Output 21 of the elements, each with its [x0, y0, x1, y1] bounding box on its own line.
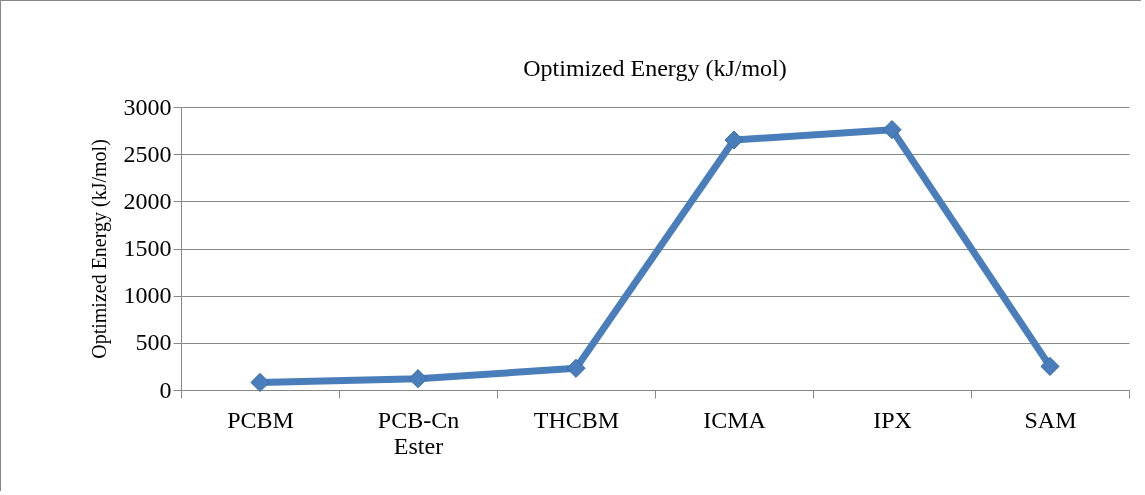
y-tick-label: 1000: [123, 282, 172, 309]
y-tick-label: 1500: [123, 235, 172, 261]
x-tick-label: PCB-Cn Ester: [377, 406, 460, 459]
x-tick-label: IPX: [873, 406, 912, 433]
x-tick-label: PCBM: [227, 406, 294, 433]
x-tick-label: SAM: [1024, 406, 1077, 433]
x-tick-label: THCBM: [533, 406, 620, 433]
y-tick-label: 0: [159, 376, 172, 403]
x-tick-label: ICMA: [703, 406, 767, 433]
y-tick-label: 3000: [123, 93, 172, 120]
y-axis-title: Optimized Energy (kJ/mol): [87, 139, 111, 359]
y-tick-label: 2500: [123, 140, 172, 167]
point: [250, 372, 270, 393]
point: [566, 358, 586, 378]
point: [882, 120, 902, 140]
point: [408, 369, 428, 389]
point: [724, 130, 744, 150]
y-tick-label: 500: [135, 329, 172, 356]
chart-title: Optimized Energy (kJ/mol): [523, 55, 787, 81]
y-tick-label: 2000: [123, 187, 172, 214]
point: [1040, 356, 1060, 376]
